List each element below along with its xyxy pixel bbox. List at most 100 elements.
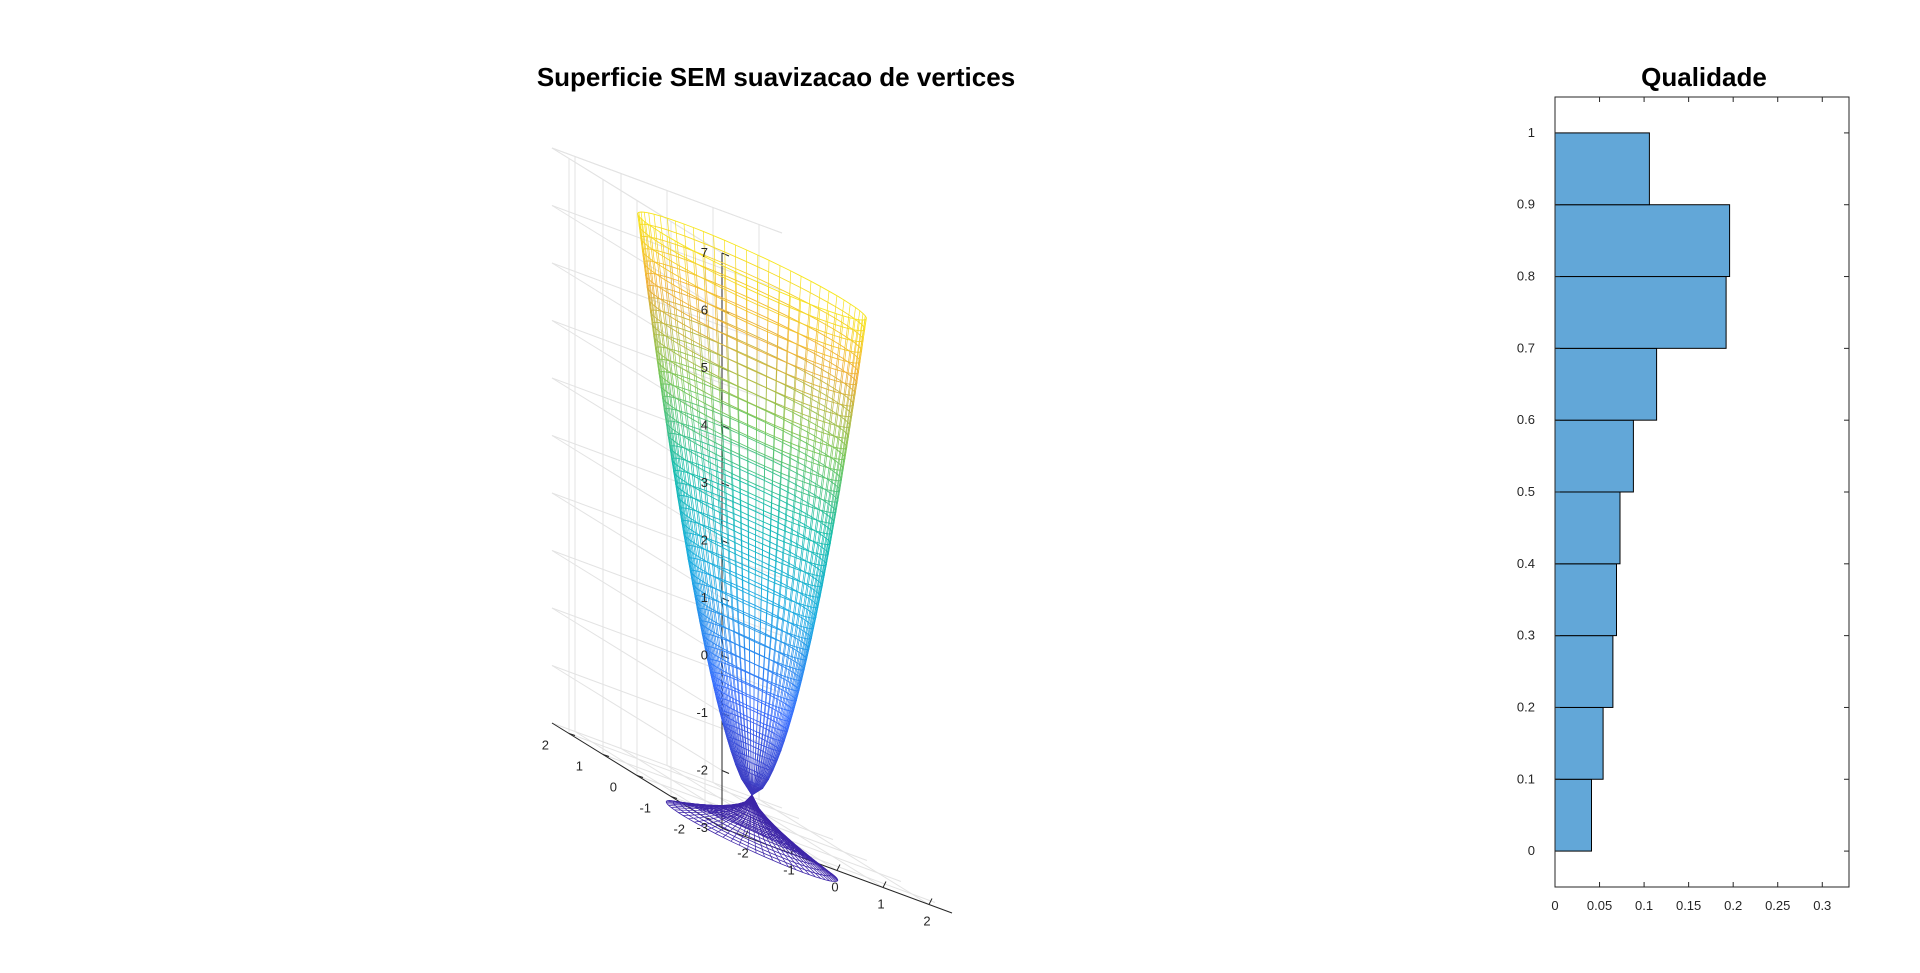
mesh-meridian <box>821 561 825 573</box>
mesh-meridian <box>819 499 822 510</box>
mesh-meridian <box>732 507 734 520</box>
mesh-meridian <box>727 712 731 726</box>
x-tick-label: 0.05 <box>1587 898 1612 913</box>
mesh-meridian <box>810 406 812 418</box>
mesh-meridian <box>696 398 698 411</box>
mesh-meridian <box>830 495 834 506</box>
mesh-meridian <box>667 336 670 349</box>
mesh-meridian <box>667 303 670 316</box>
mesh-meridian <box>798 648 802 659</box>
mesh-meridian <box>747 750 750 762</box>
mesh-meridian <box>685 536 689 550</box>
mesh-meridian <box>720 636 723 649</box>
mesh-meridian <box>664 401 668 414</box>
mesh-meridian <box>803 572 806 583</box>
mesh-meridian <box>765 610 767 623</box>
mesh-meridian <box>820 511 823 523</box>
mesh-meridian <box>700 335 702 349</box>
mesh-meridian <box>721 602 723 615</box>
mesh-meridian <box>809 628 813 640</box>
mesh-meridian <box>736 754 741 768</box>
mesh-meridian <box>789 696 793 707</box>
mesh-meridian <box>805 449 808 461</box>
mesh-meridian <box>684 388 687 402</box>
mesh-meridian <box>682 520 685 533</box>
mesh-meridian <box>733 619 735 632</box>
mesh-meridian <box>855 369 858 381</box>
mesh-meridian <box>716 341 718 354</box>
mesh-meridian <box>726 592 729 606</box>
x-tick <box>836 864 841 871</box>
mesh-meridian <box>718 624 722 637</box>
mesh-meridian <box>679 269 681 282</box>
mesh-meridian <box>722 544 725 557</box>
mesh-meridian <box>688 425 691 438</box>
mesh-meridian <box>803 658 808 670</box>
mesh-meridian <box>761 734 764 746</box>
mesh-meridian <box>711 659 715 673</box>
mesh-meridian <box>853 367 856 379</box>
mesh-meridian <box>681 364 684 377</box>
mesh-meridian <box>804 585 808 597</box>
mesh-meridian <box>810 585 813 596</box>
mesh-meridian <box>742 694 744 707</box>
mesh-meridian <box>837 437 840 449</box>
mesh-meridian <box>764 646 766 658</box>
mesh-meridian <box>769 530 771 542</box>
mesh-meridian <box>644 264 647 278</box>
mesh-meridian <box>638 226 642 239</box>
mesh-meridian <box>679 509 683 522</box>
mesh-meridian <box>762 740 765 752</box>
mesh-meridian <box>762 746 765 757</box>
mesh-meridian <box>688 366 690 379</box>
mesh-meridian <box>794 484 796 496</box>
mesh-meridian <box>781 430 784 443</box>
mesh-meridian <box>780 739 785 751</box>
mesh-meridian <box>791 685 795 697</box>
mesh-meridian <box>710 552 713 565</box>
mesh-meridian <box>723 660 726 673</box>
mesh-meridian <box>697 320 700 333</box>
mesh-meridian <box>777 725 781 736</box>
mesh-meridian <box>836 402 839 414</box>
mesh-meridian <box>783 716 788 728</box>
mesh-meridian <box>779 665 783 677</box>
mesh-meridian <box>672 440 675 453</box>
mesh-meridian <box>761 679 764 692</box>
mesh-meridian <box>797 677 801 689</box>
mesh-meridian <box>702 231 705 244</box>
mesh-meridian <box>712 675 716 688</box>
mesh-meridian <box>789 446 791 458</box>
mesh-meridian <box>715 295 718 308</box>
mesh-meridian <box>713 609 716 623</box>
mesh-meridian <box>694 546 698 560</box>
mesh-meridian <box>718 376 720 389</box>
mesh-meridian <box>764 747 768 758</box>
mesh-meridian <box>723 682 727 695</box>
mesh-meridian <box>816 319 818 332</box>
mesh-meridian <box>826 503 829 515</box>
mesh-meridian <box>652 260 655 273</box>
mesh-meridian <box>848 400 851 412</box>
mesh-meridian <box>845 437 848 449</box>
mesh-meridian <box>803 632 807 644</box>
mesh-meridian <box>809 618 813 629</box>
mesh-meridian <box>848 416 852 428</box>
mesh-meridian <box>797 636 801 648</box>
mesh-meridian <box>693 570 697 584</box>
mesh-meridian <box>732 742 737 756</box>
mesh-meridian <box>771 733 775 744</box>
mesh-meridian <box>674 220 677 234</box>
mesh-meridian <box>778 652 781 664</box>
mesh-meridian <box>657 250 660 264</box>
mesh-meridian <box>821 573 824 585</box>
mesh-meridian <box>864 317 867 329</box>
mesh-meridian <box>818 532 822 544</box>
mesh-meridian <box>764 702 767 714</box>
mesh-meridian <box>681 511 685 525</box>
mesh-meridian <box>819 286 821 298</box>
mesh-meridian <box>762 679 764 691</box>
mesh-meridian <box>704 493 707 506</box>
y-tick-label: 0.4 <box>1517 556 1535 571</box>
mesh-meridian <box>846 436 849 447</box>
